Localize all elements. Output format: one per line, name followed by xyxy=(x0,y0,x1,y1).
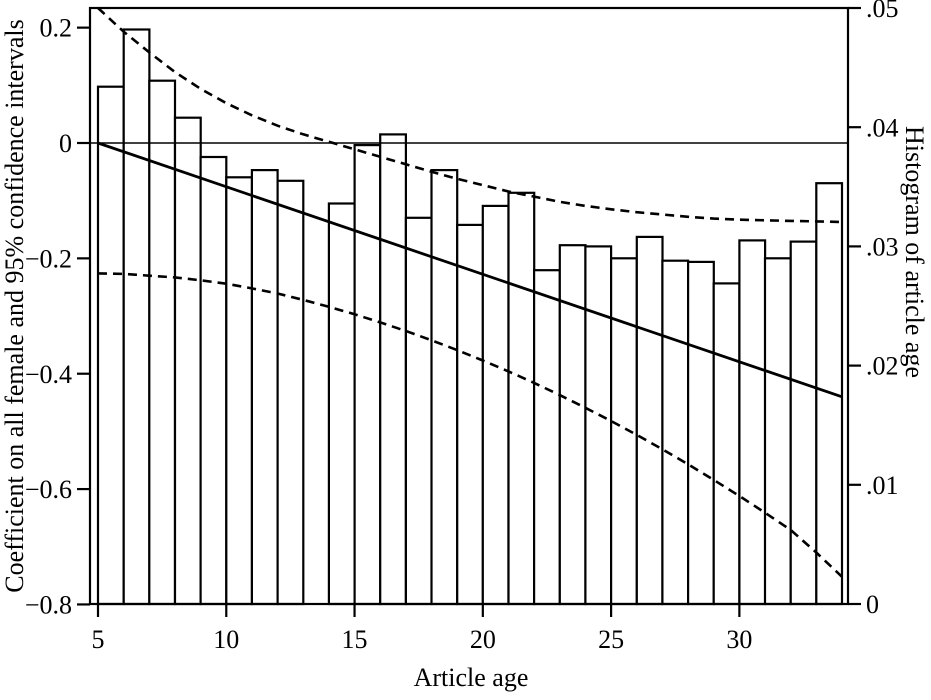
left-axis-label: Coefficient on all female and 95% confid… xyxy=(0,19,29,592)
left-axis-tick-label: −0.8 xyxy=(25,591,72,620)
histogram-bar xyxy=(327,202,356,606)
histogram-bar xyxy=(122,28,151,606)
histogram-bar xyxy=(558,244,587,606)
histogram-bar xyxy=(96,85,125,606)
histogram-bar xyxy=(609,257,638,606)
histogram-bar xyxy=(738,239,767,606)
histogram-bar xyxy=(532,269,561,606)
left-axis-tick-label: −0.2 xyxy=(25,244,72,273)
histogram-bar xyxy=(276,179,305,606)
plot-layer: 0.2 0 −0.2 −0.4 −0.6 −0.8 .05 .04 .03 .02 .01 0 5 10 1… xyxy=(25,0,899,654)
histogram-bar xyxy=(635,235,664,606)
right-axis-tick-label: .01 xyxy=(866,471,899,500)
histogram-bar xyxy=(404,216,433,606)
histogram-bar xyxy=(173,116,202,606)
histogram-bar xyxy=(379,133,408,606)
x-axis-tick-label: 30 xyxy=(726,625,752,654)
x-axis-tick-label: 15 xyxy=(342,625,368,654)
histogram-bar xyxy=(353,144,382,606)
x-axis-tick-label: 20 xyxy=(470,625,496,654)
x-axis-tick-label: 25 xyxy=(598,625,624,654)
histogram-bar xyxy=(686,260,715,606)
histogram-bar xyxy=(789,240,818,606)
histogram-bar xyxy=(712,282,741,606)
histogram-bar xyxy=(199,155,228,606)
histogram-bar xyxy=(456,223,485,606)
left-axis-tick-label: −0.4 xyxy=(25,360,72,389)
upper-95-ci-line xyxy=(97,7,843,224)
right-axis-tick-label: .02 xyxy=(866,352,899,381)
histogram-bar xyxy=(507,191,536,606)
x-axis-label: Article age xyxy=(414,663,529,692)
right-axis-tick-label: .04 xyxy=(866,113,899,142)
histogram-bar xyxy=(250,169,279,606)
left-axis-tick-label: 0.2 xyxy=(40,14,73,43)
histogram-bar xyxy=(481,204,510,606)
histogram-bar xyxy=(763,257,792,606)
right-axis-tick-label: .05 xyxy=(866,0,899,23)
right-axis-tick-label: 0 xyxy=(866,590,879,619)
histogram-bar xyxy=(430,169,459,606)
x-axis-tick-label: 10 xyxy=(213,625,239,654)
left-axis-tick-label: −0.6 xyxy=(25,475,72,504)
histogram-bar xyxy=(225,176,254,606)
histogram-bar xyxy=(584,245,613,606)
plot-box xyxy=(88,6,850,606)
x-axis-tick-label: 5 xyxy=(92,625,105,654)
right-axis-tick-label: .03 xyxy=(866,233,899,262)
histogram-bar xyxy=(148,79,177,606)
coefficient-trend-line xyxy=(97,141,843,399)
lower-95-ci-line xyxy=(97,272,843,578)
histogram-bar xyxy=(661,259,690,606)
left-axis-tick-label: 0 xyxy=(59,129,72,158)
right-axis-label: Histogram of article age xyxy=(900,126,929,378)
